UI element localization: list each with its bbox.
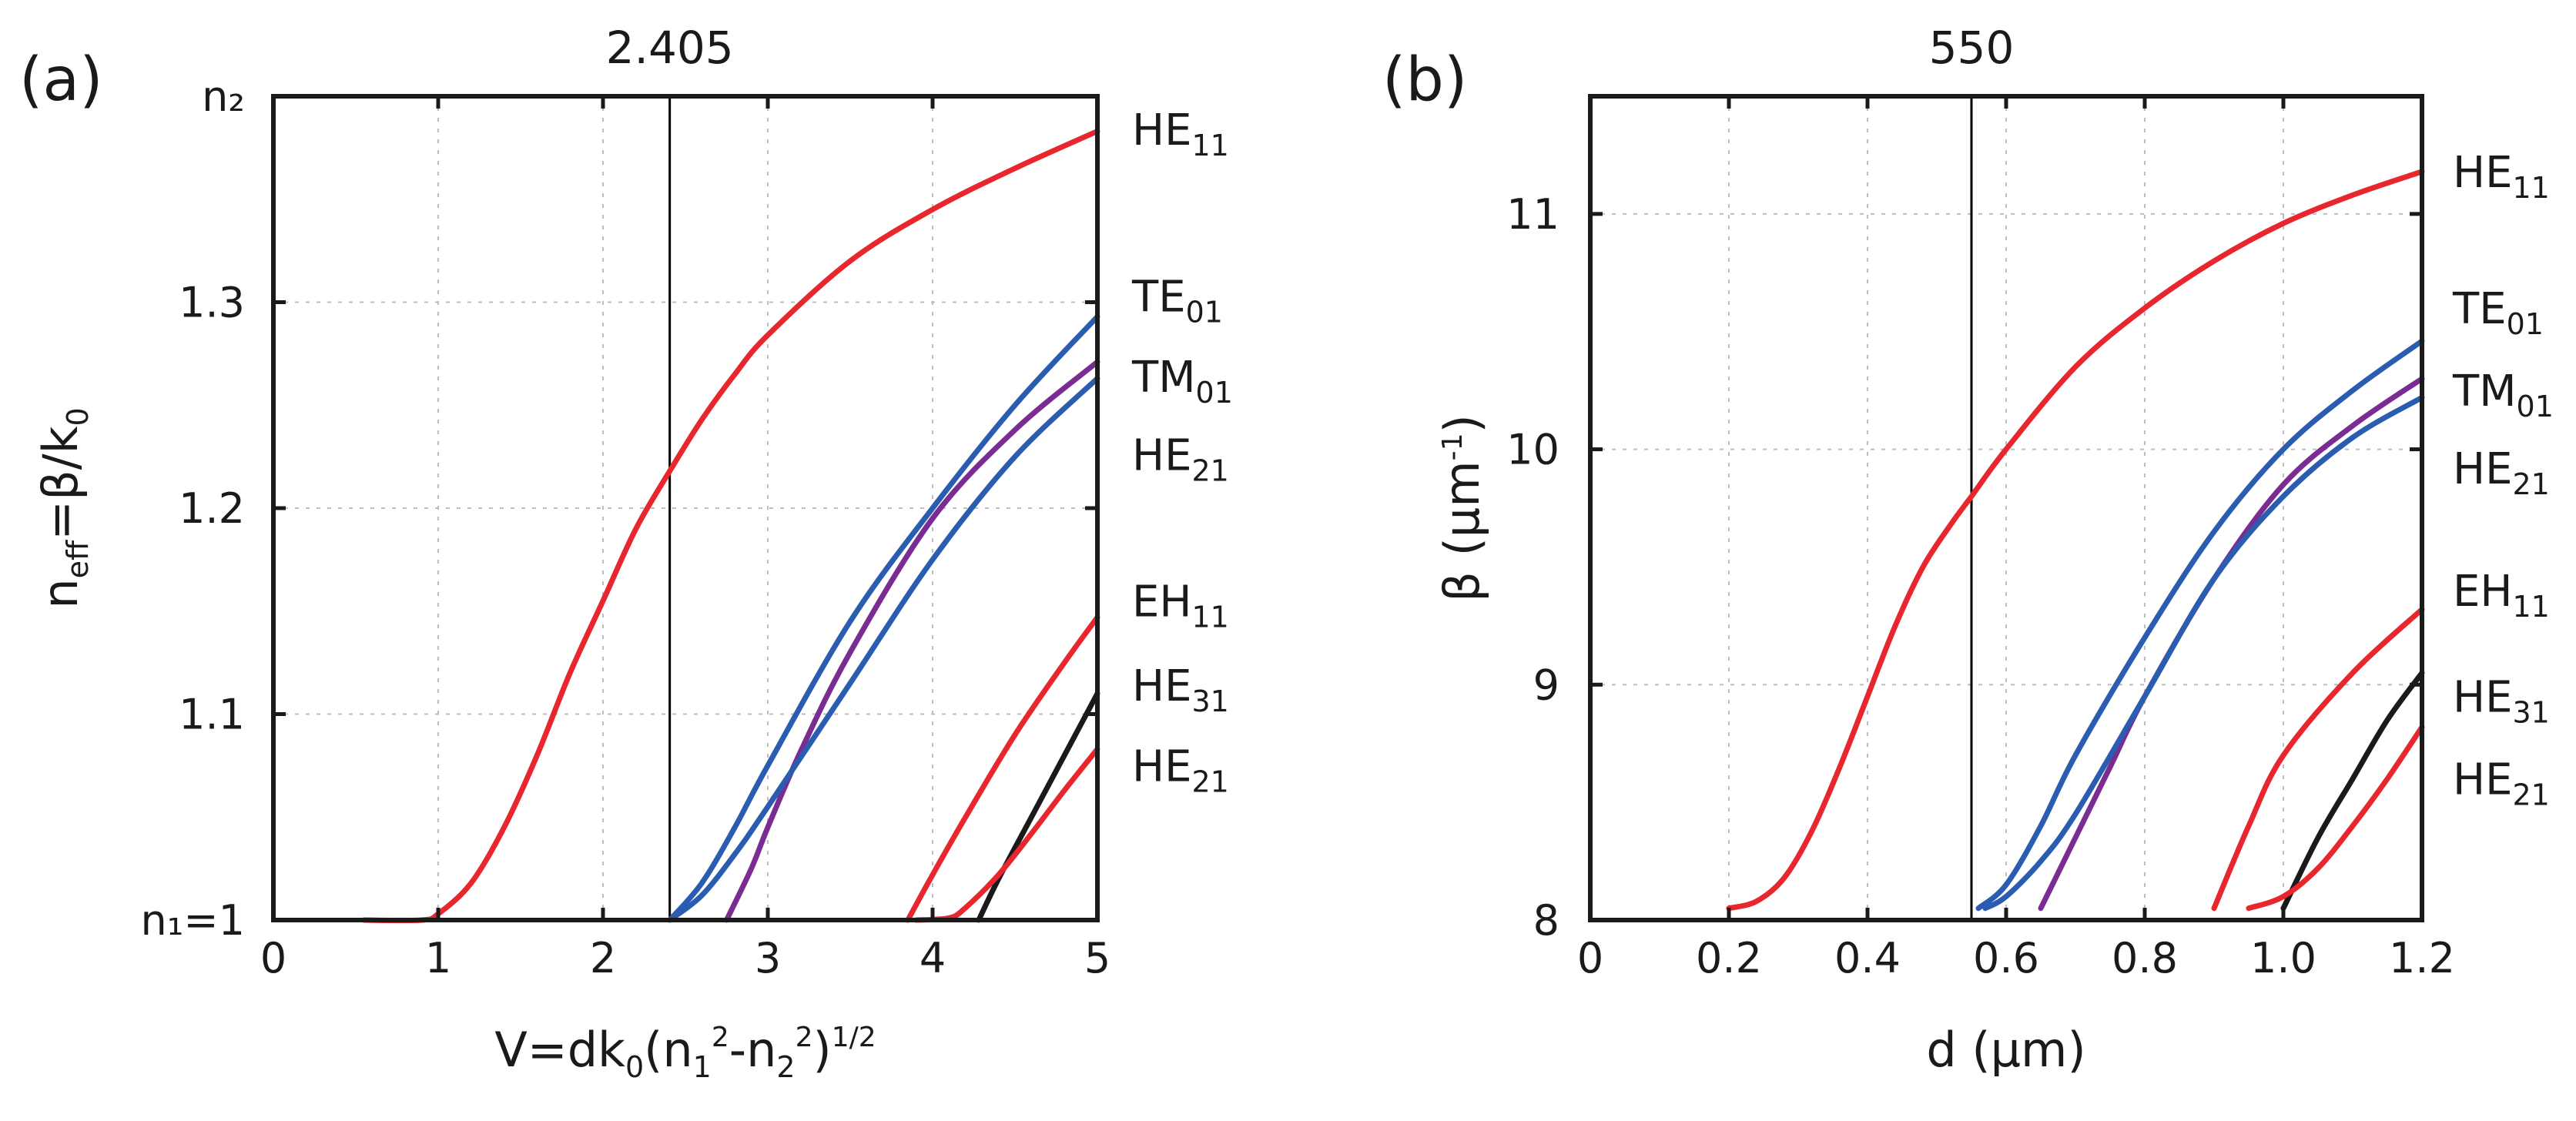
mode-label: HE11	[2453, 148, 2550, 205]
panel-b-curves	[1726, 169, 2425, 912]
panel-b-x-axis-title: d (μm)	[1926, 1022, 2085, 1078]
mode-label: HE21	[1132, 430, 1229, 487]
panel-b-y-axis-title: β (μm-1)	[1434, 414, 1490, 601]
x-tick-label: 1.2	[2389, 934, 2455, 982]
panel-a-cutoff-label: 2.405	[606, 22, 734, 74]
panel-b-ticks: 0 0.2 0.4 0.6 0.8 1.0 1.2 8 9 10 11	[1506, 96, 2455, 982]
curve-he21	[1982, 394, 2425, 912]
curve-eh11	[2211, 606, 2425, 912]
x-tick-label: 5	[1084, 934, 1110, 982]
mode-label: TM01	[1131, 353, 1233, 410]
x-tick-label: 2	[590, 934, 616, 982]
panel-a-y-axis-title: neff=β/k0	[32, 407, 95, 608]
panel-a-ticks: 0 1 2 3 4 5 n₁=1 1.1 1.2 1.3 n₂	[141, 72, 1111, 982]
y-tick-label: 9	[1533, 661, 1559, 709]
panel-b-label: (b)	[1382, 45, 1467, 115]
curve-he11	[361, 128, 1100, 924]
mode-label: TE01	[2452, 284, 2544, 341]
x-tick-label: 4	[920, 934, 946, 982]
panel-b-mode-labels: HE11 TE01 TM01 HE21 EH11 HE31 HE21	[2452, 148, 2554, 812]
x-tick-label: 0.6	[1973, 934, 2039, 982]
mode-label: HE31	[2453, 673, 2550, 730]
x-tick-label: 0.8	[2112, 934, 2178, 982]
curve-he21	[2246, 724, 2425, 912]
panel-a-x-axis-title: V=dk0(n12-n22)1/2	[494, 1022, 876, 1084]
x-tick-label: 1.0	[2250, 934, 2316, 982]
mode-label: TE01	[1131, 272, 1223, 329]
curve-eh11	[905, 614, 1100, 923]
panel-a: (a) 2.405 0 1 2 3 4 5 n₁=1 1.1 1.2 1.3 n₂ HE11 TE01…	[19, 22, 1233, 1084]
curve-he21	[913, 746, 1100, 923]
panel-a-curves	[361, 128, 1100, 924]
mode-label: HE11	[1132, 105, 1229, 162]
x-tick-label: 0	[260, 934, 286, 982]
x-tick-label: 0.4	[1834, 934, 1901, 982]
mode-label: HE31	[1132, 661, 1229, 718]
y-tick-label: 10	[1506, 426, 1559, 474]
mode-label: HE21	[2453, 755, 2550, 812]
curve-he31	[976, 691, 1100, 923]
curve-tm01	[724, 359, 1100, 923]
mode-label: HE21	[1132, 741, 1229, 798]
mode-label: EH11	[1132, 577, 1229, 634]
panel-a-label: (a)	[19, 45, 103, 115]
y-tick-label: 11	[1506, 190, 1559, 239]
panel-a-mode-labels: HE11 TE01 TM01 HE21 EH11 HE31 HE21	[1131, 105, 1233, 799]
y-tick-label: 8	[1533, 896, 1559, 945]
curve-he21	[667, 375, 1100, 923]
x-tick-label: 0.2	[1696, 934, 1762, 982]
y-tick-label: n₁=1	[141, 896, 245, 945]
y-tick-label: n₂	[202, 72, 245, 121]
mode-label: HE21	[2453, 444, 2550, 501]
mode-label: EH11	[2453, 567, 2550, 624]
curve-he11	[1726, 169, 2425, 912]
y-tick-label: 1.2	[179, 484, 245, 533]
curve-te01	[667, 313, 1100, 923]
panel-b-cutoff-label: 550	[1929, 22, 2015, 74]
x-tick-label: 0	[1577, 934, 1603, 982]
curve-tm01	[2038, 376, 2425, 912]
x-tick-label: 1	[425, 934, 451, 982]
curve-he31	[2280, 670, 2425, 912]
x-tick-label: 3	[755, 934, 781, 982]
panel-b: (b) 550 0 0.2 0.4 0.6 0.8 1.0 1.2 8 9 10 11 HE11 TE…	[1382, 22, 2554, 1078]
mode-label: TM01	[2452, 366, 2554, 423]
curve-te01	[1975, 338, 2425, 912]
y-tick-label: 1.1	[179, 691, 245, 739]
y-tick-label: 1.3	[179, 279, 245, 327]
